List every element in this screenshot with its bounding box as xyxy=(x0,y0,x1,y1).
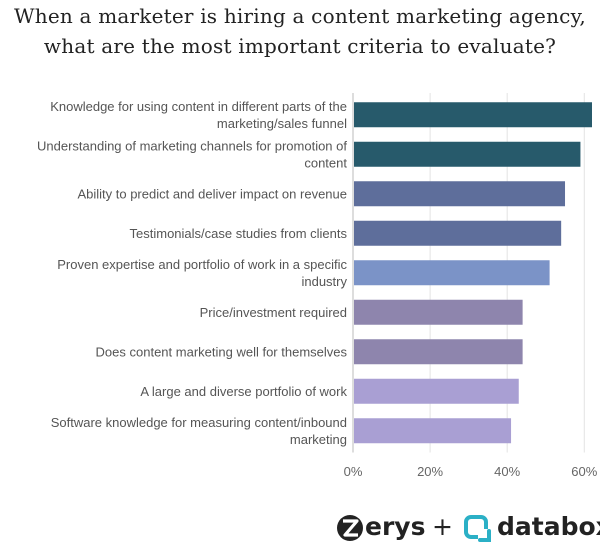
bar xyxy=(354,141,581,167)
category-label: Price/investment required xyxy=(200,305,347,320)
bar xyxy=(354,102,592,128)
branding-logos: erys + databox xyxy=(335,510,600,546)
bar xyxy=(354,220,562,246)
x-tick-label: 60% xyxy=(571,464,597,479)
category-label: Testimonials/case studies from clients xyxy=(130,226,348,241)
x-tick-label: 20% xyxy=(417,464,443,479)
bar xyxy=(354,339,523,365)
category-label: A large and diverse portfolio of work xyxy=(140,384,347,399)
bar-chart: 0% 20% 40% 60% Knowledge for using content i… xyxy=(37,93,598,479)
databox-logo-icon xyxy=(464,515,491,542)
bar xyxy=(354,299,523,325)
x-tick-label: 0% xyxy=(344,464,363,479)
zerys-z-logo-icon xyxy=(337,515,363,541)
bar xyxy=(354,418,512,444)
chart-title-line-1: When a marketer is hiring a content mark… xyxy=(14,4,586,28)
databox-wordmark: databox xyxy=(497,512,600,541)
category-label: Understanding of marketing channels for … xyxy=(37,138,347,170)
category-label: Proven expertise and portfolio of work i… xyxy=(57,257,347,289)
category-label: Ability to predict and deliver impact on… xyxy=(77,186,347,201)
chart-title-line-2: what are the most important criteria to … xyxy=(43,34,557,58)
category-label: Software knowledge for measuring content… xyxy=(51,415,347,447)
bar xyxy=(354,378,519,404)
category-label: Does content marketing well for themselv… xyxy=(96,344,348,359)
plus-sign: + xyxy=(432,512,453,541)
zerys-wordmark: erys xyxy=(365,512,426,541)
category-label: Knowledge for using content in different… xyxy=(50,99,347,131)
bar xyxy=(354,260,550,286)
bar xyxy=(354,181,566,207)
x-tick-label: 40% xyxy=(494,464,520,479)
